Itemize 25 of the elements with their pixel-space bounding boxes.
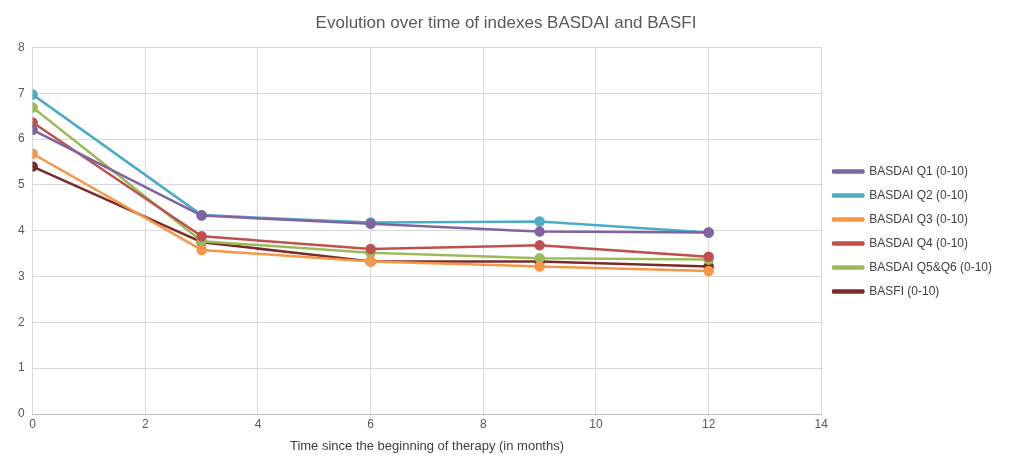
x-tick-label: 0	[29, 416, 37, 431]
y-tick-label: 1	[17, 360, 25, 375]
y-tick-label: 2	[17, 314, 25, 329]
legend-label: BASDAI Q2 (0-10)	[869, 187, 968, 202]
x-tick-label: 6	[367, 416, 375, 431]
x-tick-label: 12	[701, 416, 716, 431]
y-tick-label: 6	[17, 131, 25, 146]
y-tick-label: 0	[17, 406, 25, 421]
y-tick-label: 5	[17, 177, 25, 192]
legend-label: BASFI (0-10)	[869, 283, 940, 298]
legend-label: BASDAI Q5&Q6 (0-10)	[869, 259, 993, 274]
legend-label: BASDAI Q1 (0-10)	[869, 163, 968, 178]
y-tick-label: 3	[17, 268, 25, 283]
x-tick-label: 8	[479, 416, 487, 431]
y-tick-label: 8	[17, 39, 25, 54]
x-tick-label: 10	[589, 416, 603, 431]
x-tick-label: 4	[254, 416, 262, 431]
x-axis-title: Time since the beginning of therapy (in months)	[289, 437, 565, 453]
legend-label: BASDAI Q4 (0-10)	[869, 235, 968, 250]
y-tick-label: 4	[17, 223, 25, 238]
x-tick-label: 2	[141, 416, 149, 431]
y-tick-label: 7	[17, 85, 25, 100]
chart-title: Evolution over time of indexes BASDAI and BASFI	[315, 12, 697, 32]
x-tick-label: 14	[814, 416, 829, 431]
legend-label: BASDAI Q3 (0-10)	[869, 211, 968, 226]
